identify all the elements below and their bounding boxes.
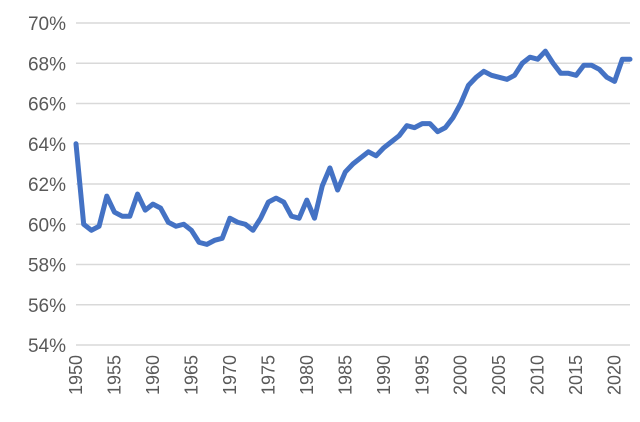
x-tick-label: 2005 (489, 355, 509, 395)
x-tick-label: 1950 (66, 355, 86, 395)
x-tick-label: 1975 (258, 355, 278, 395)
x-tick-label: 1985 (335, 355, 355, 395)
x-tick-label: 1995 (412, 355, 432, 395)
y-tick-label: 62% (28, 175, 66, 196)
x-axis-tick-labels: 1950 1955 1960 1965 1970 1975 1980 1985 1990 1995… (66, 355, 625, 395)
y-tick-label: 58% (28, 256, 66, 277)
gridlines (76, 22, 630, 346)
series-line (73, 48, 633, 247)
x-tick-label: 1960 (143, 355, 163, 395)
x-tick-label: 1965 (181, 355, 201, 395)
y-tick-label: 66% (28, 95, 66, 116)
x-tick-label: 1970 (220, 355, 240, 395)
x-tick-label: 2010 (528, 355, 548, 395)
x-tick-label: 2015 (566, 355, 586, 395)
series-layer (73, 48, 633, 247)
x-tick-label: 1955 (104, 355, 124, 395)
y-tick-label: 54% (28, 336, 66, 357)
x-tick-label: 1980 (297, 355, 317, 395)
y-tick-label: 70% (28, 14, 66, 35)
y-tick-label: 60% (28, 215, 66, 236)
y-axis-tick-labels: 54% 56% 58% 60% 62% 64% 66% 68% 70% (28, 14, 66, 357)
x-tick-label: 2000 (451, 355, 471, 395)
x-tick-label: 1990 (374, 355, 394, 395)
x-tick-label: 2020 (605, 355, 625, 395)
y-tick-label: 64% (28, 135, 66, 156)
y-tick-label: 56% (28, 296, 66, 317)
y-tick-label: 68% (28, 54, 66, 75)
